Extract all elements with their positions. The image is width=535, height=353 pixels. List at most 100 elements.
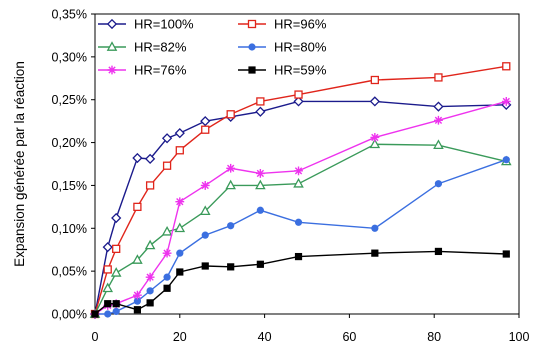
legend-label: HR=100% [134, 17, 194, 32]
y-axis-label: Expansion générée par la réaction [12, 61, 27, 267]
data-point [226, 163, 236, 173]
series-HR=100% [89, 96, 512, 320]
legend-marker [248, 43, 256, 51]
data-point [144, 239, 156, 250]
data-point [294, 90, 303, 99]
data-point [501, 97, 511, 106]
data-point [146, 287, 154, 295]
series-line [94, 250, 507, 315]
data-point [133, 202, 142, 212]
legend-marker [247, 19, 257, 29]
y-tick-label: 0,05% [52, 265, 87, 279]
data-point [145, 181, 155, 190]
data-point [176, 249, 184, 257]
legend-label: HR=82% [134, 40, 187, 55]
data-point [133, 297, 141, 305]
data-point [225, 179, 236, 190]
data-point [227, 263, 235, 271]
series-line [95, 159, 507, 315]
series-line [94, 65, 507, 315]
data-point [369, 96, 380, 107]
data-point [434, 180, 443, 188]
y-tick-label: 0,00% [52, 308, 87, 322]
data-point [161, 225, 173, 236]
data-point [146, 299, 154, 307]
data-point [256, 260, 264, 268]
data-point [112, 307, 120, 316]
legend-item: HR=59% [238, 63, 327, 78]
data-point [132, 152, 143, 164]
data-point [434, 115, 443, 125]
legend-item: HR=96% [238, 17, 327, 32]
legend-label: HR=80% [274, 40, 327, 55]
data-point [112, 300, 120, 308]
legend-marker [248, 66, 256, 74]
data-point [371, 224, 379, 232]
data-point [293, 177, 304, 188]
data-point [201, 262, 209, 270]
x-tick-label: 80 [427, 330, 441, 344]
data-point [111, 212, 122, 224]
legend-item: HR=80% [238, 40, 327, 55]
y-tick-label: 0,35% [52, 8, 87, 22]
legend-label: HR=59% [274, 63, 327, 78]
data-point [145, 153, 156, 164]
plot-frame [94, 13, 520, 315]
data-point [255, 106, 266, 117]
data-point [200, 116, 211, 127]
axes [91, 13, 520, 318]
data-point [370, 75, 379, 85]
legend-marker [106, 41, 118, 51]
data-point [502, 250, 510, 258]
data-point [255, 179, 266, 190]
series-HR=59% [91, 247, 510, 318]
data-point [433, 101, 444, 112]
data-point [161, 133, 173, 144]
data-point [103, 265, 112, 274]
data-point [102, 282, 114, 293]
series-HR=76% [90, 97, 511, 319]
data-point [91, 310, 99, 318]
series-layer [89, 62, 512, 320]
data-point [110, 267, 122, 277]
data-point [294, 166, 303, 176]
x-tick-label: 40 [258, 330, 272, 344]
data-point [433, 139, 444, 149]
y-tick-label: 0,30% [52, 50, 87, 64]
data-point [255, 169, 265, 178]
data-point [104, 300, 112, 308]
legend-marker [106, 18, 118, 30]
data-point [371, 249, 379, 257]
legend-marker [107, 65, 117, 75]
data-point [163, 273, 171, 281]
x-tick-label: 20 [173, 330, 187, 344]
data-point [294, 252, 303, 261]
data-point [175, 197, 185, 207]
data-point [369, 138, 381, 149]
series-HR=96% [90, 62, 511, 319]
data-point [162, 161, 172, 170]
data-point [226, 110, 235, 119]
data-point [294, 218, 303, 226]
legend-item: HR=82% [98, 40, 187, 55]
legend-label: HR=76% [134, 63, 187, 78]
data-point [102, 242, 113, 253]
legend-label: HR=96% [274, 17, 327, 32]
data-point [370, 133, 380, 142]
legend: HR=100% HR=96% HR=82% HR=80% HR=76% HR=59% [98, 17, 327, 78]
series-line [94, 100, 507, 315]
tick-labels: 0 20 40 60 80 100 0,00% 0,05% 0,10% 0,15% 0,20% 0,2… [52, 8, 530, 345]
data-point [502, 156, 510, 164]
data-point [293, 96, 304, 107]
x-tick-label: 60 [342, 330, 356, 344]
series-line [94, 100, 507, 315]
legend-item: HR=76% [98, 63, 187, 78]
data-point [199, 205, 211, 215]
data-point [434, 73, 443, 82]
data-point [434, 247, 443, 256]
data-point [201, 231, 209, 239]
data-point [227, 222, 235, 230]
data-point [176, 268, 184, 276]
data-point [502, 62, 511, 71]
